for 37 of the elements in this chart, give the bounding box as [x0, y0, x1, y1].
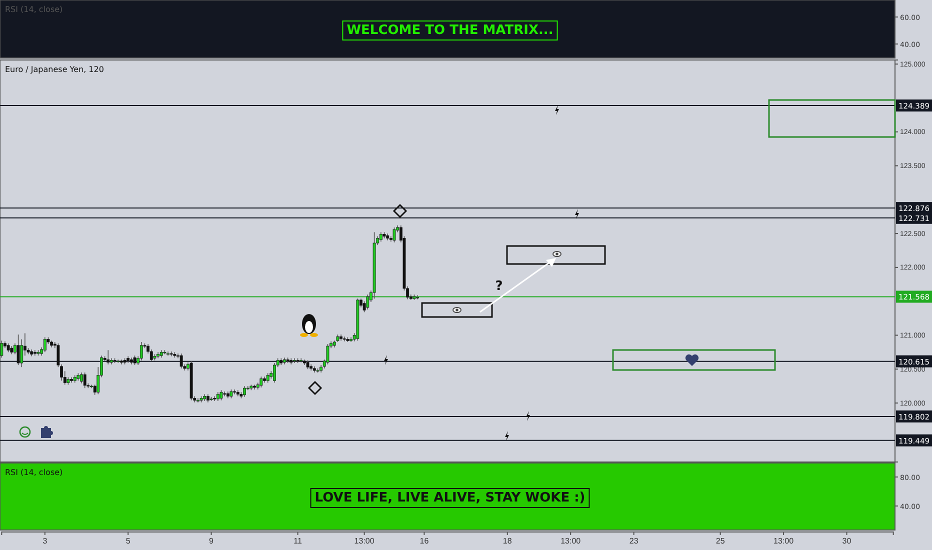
candlestick	[133, 355, 136, 366]
candlestick	[83, 372, 86, 389]
candlestick	[16, 334, 20, 366]
candlestick	[380, 232, 382, 242]
candlestick	[273, 362, 276, 384]
text: RSI (14, close)	[5, 5, 63, 14]
candlestick	[106, 350, 110, 365]
x-tick-label: 13:00	[774, 536, 794, 546]
x-tick-label: 5	[126, 536, 131, 546]
candlestick	[326, 344, 330, 365]
candlestick	[220, 390, 223, 401]
candlestick	[43, 336, 46, 353]
candlestick	[213, 396, 216, 402]
candlestick	[80, 372, 83, 384]
x-tick-label: 11	[294, 536, 302, 546]
x-tick-label: 30	[842, 536, 852, 546]
candlestick	[266, 372, 270, 384]
x-tick-label: 16	[420, 536, 430, 546]
candlestick	[140, 342, 143, 361]
text: Euro / Japanese Yen, 120	[5, 65, 104, 74]
candlestick	[243, 386, 246, 398]
annotation: ?	[495, 279, 503, 294]
candlestick	[260, 376, 263, 388]
candlestick	[366, 294, 370, 310]
x-tick-label: 9	[209, 536, 214, 546]
candlestick	[342, 336, 346, 342]
x-tick-label: 18	[502, 536, 512, 546]
x-tick-label: 23	[629, 536, 639, 546]
x-tick-label: 25	[716, 536, 726, 546]
x-tick-label: 3	[42, 536, 48, 546]
text: WELCOME TO THE MATRIX...	[346, 23, 554, 38]
text: RSI (14, close)	[5, 468, 63, 477]
candlestick	[392, 227, 396, 243]
x-tick-label: 13:00	[354, 536, 375, 546]
text: LOVE LIFE, LIVE ALIVE, STAY WOKE :)	[314, 490, 586, 506]
x-tick-label: 13:00	[560, 536, 582, 546]
candlestick	[180, 353, 183, 369]
